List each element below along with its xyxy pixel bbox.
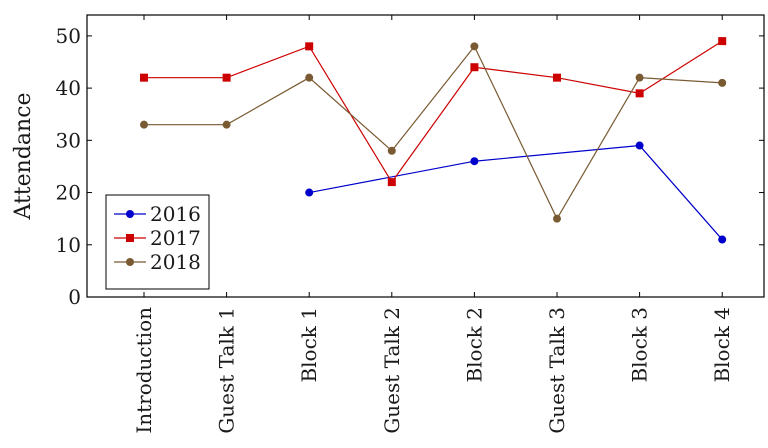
x-tick-label-guest-talk-3: Guest Talk 3 (545, 307, 569, 434)
series-line-2016 (309, 144, 723, 240)
series-2017 (140, 37, 727, 187)
data-point-2018 (140, 120, 148, 129)
plot-frame (86, 14, 765, 298)
legend-label-2016: 2016 (150, 202, 201, 226)
y-tick-label: 30 (56, 128, 81, 152)
x-tick-label-block-3: Block 3 (628, 307, 652, 383)
y-axis-ticks: 0 10 20 30 40 50 (56, 24, 764, 309)
y-tick-label: 0 (68, 285, 81, 309)
data-point-2018 (305, 73, 314, 82)
data-point-2018 (718, 78, 727, 87)
data-point-2018 (470, 42, 479, 51)
data-point-2017 (305, 42, 314, 51)
data-point-2017 (718, 37, 727, 46)
data-point-2017 (553, 73, 561, 82)
data-point-2017 (635, 89, 644, 98)
legend-marker-2018 (126, 258, 134, 266)
series-2016 (305, 141, 727, 244)
x-tick-label-block-2: Block 2 (462, 307, 486, 383)
y-tick-label: 20 (56, 181, 81, 205)
data-point-2018 (222, 120, 231, 129)
legend-marker-2017 (126, 234, 134, 242)
x-tick-label-guest-talk-1: Guest Talk 1 (215, 307, 239, 434)
legend-label-2018: 2018 (150, 250, 201, 274)
x-tick-label-introduction: Introduction (132, 307, 156, 434)
legend-label-2017: 2017 (150, 226, 201, 250)
data-point-2018 (387, 146, 396, 155)
legend-box (105, 194, 210, 290)
data-point-2016 (635, 141, 644, 150)
data-point-2018 (553, 214, 561, 223)
series-line-2018 (144, 45, 723, 220)
y-axis-label: Attendance (11, 92, 36, 220)
data-point-2017 (222, 73, 231, 82)
x-tick-label-block-1: Block 1 (297, 307, 321, 383)
x-tick-label-block-4: Block 4 (710, 307, 734, 383)
data-point-2016 (718, 235, 727, 244)
y-tick-label: 40 (56, 76, 81, 100)
data-point-2016 (305, 188, 314, 197)
y-tick-label: 10 (56, 233, 81, 257)
series-2018 (140, 42, 727, 223)
data-point-2016 (470, 157, 479, 166)
data-point-2018 (635, 73, 644, 82)
data-point-2017 (387, 178, 396, 187)
x-tick-label-guest-talk-2: Guest Talk 2 (380, 307, 404, 434)
data-point-2017 (470, 63, 479, 72)
series-line-2017 (144, 40, 723, 184)
data-point-2017 (140, 73, 148, 82)
series-layer (140, 37, 727, 244)
x-axis-ticks: Introduction Guest Talk 1 Block 1 Guest Tal… (132, 15, 734, 434)
y-tick-label: 50 (56, 24, 81, 48)
legend-marker-2016 (126, 210, 134, 218)
